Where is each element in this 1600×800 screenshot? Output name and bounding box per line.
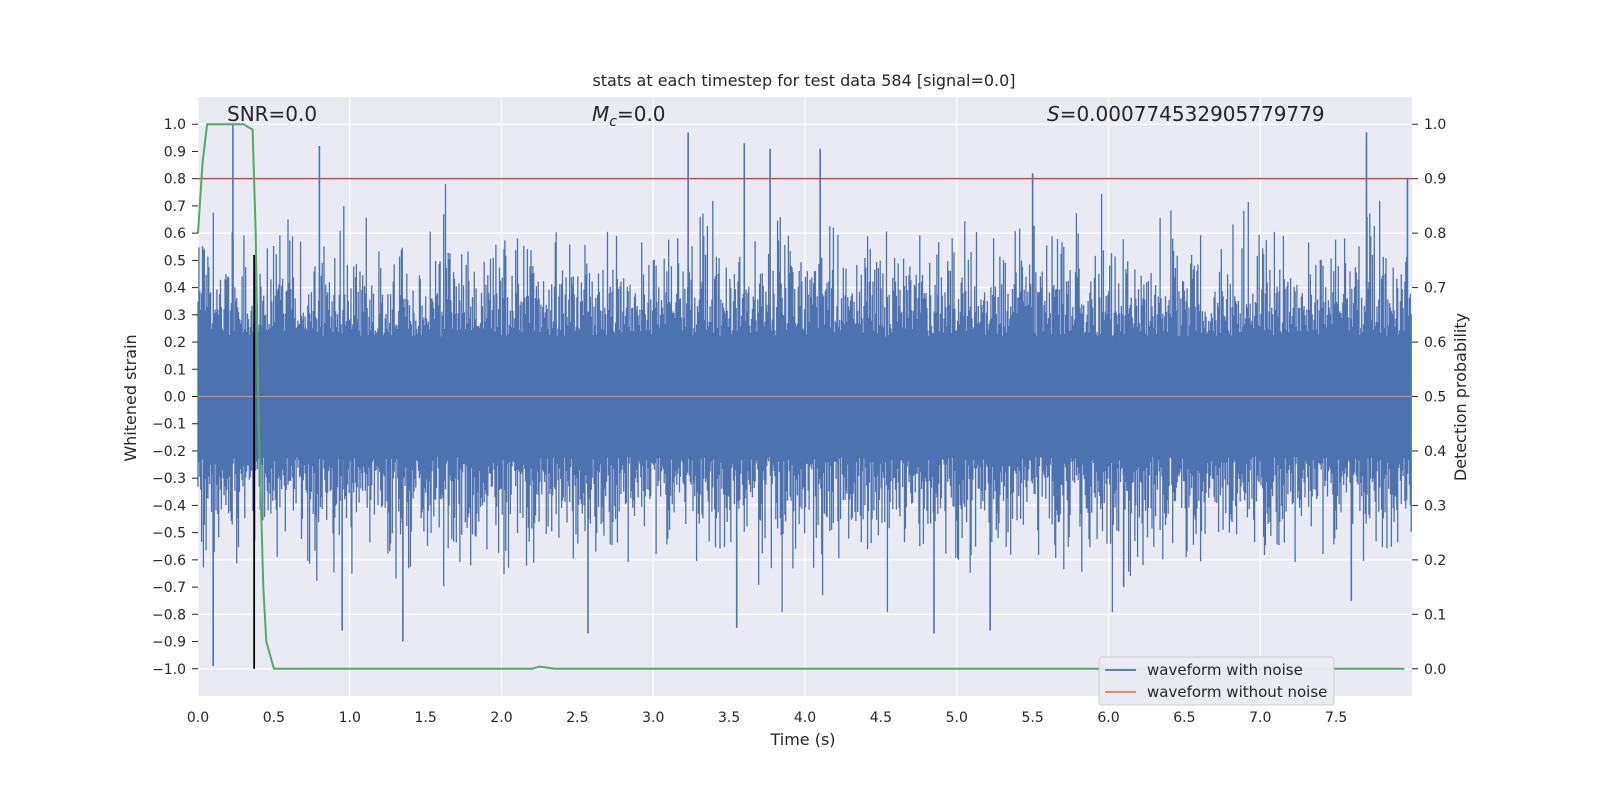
x-tick-label: 4.5 bbox=[870, 710, 892, 726]
score-value: =0.000774532905779779 bbox=[1060, 102, 1325, 126]
y-tick-label: −0.6 bbox=[152, 553, 186, 569]
y-tick-label: 1.0 bbox=[164, 117, 186, 133]
x-tick-label: 3.5 bbox=[718, 710, 740, 726]
right-y-tick-label: 0.5 bbox=[1424, 390, 1446, 406]
x-tick-label: 6.5 bbox=[1173, 710, 1195, 726]
x-tick-label: 7.0 bbox=[1249, 710, 1271, 726]
y-tick-label: 0.2 bbox=[164, 335, 186, 351]
right-y-tick-label: 1.0 bbox=[1424, 117, 1446, 133]
legend-box bbox=[1098, 656, 1335, 706]
snr-annotation: SNR=0.0 bbox=[227, 102, 317, 126]
right-y-tick-label: 0.3 bbox=[1424, 498, 1446, 514]
right-y-tick-label: 0.6 bbox=[1424, 335, 1446, 351]
y-tick-label: 0.9 bbox=[164, 144, 186, 160]
right-y-tick-label: 0.8 bbox=[1424, 226, 1446, 242]
x-tick-label: 5.0 bbox=[946, 710, 968, 726]
y-tick-label: 0.6 bbox=[164, 226, 186, 242]
y-tick-label: 0.1 bbox=[164, 362, 186, 378]
chirp-mass-subscript: c bbox=[609, 114, 617, 130]
y-tick-label: 0.3 bbox=[164, 308, 186, 324]
x-tick-label: 4.0 bbox=[794, 710, 816, 726]
x-tick-label: 7.5 bbox=[1325, 710, 1347, 726]
x-tick-label: 0.5 bbox=[263, 710, 285, 726]
y-tick-label: 0.5 bbox=[164, 253, 186, 269]
x-tick-label: 1.5 bbox=[414, 710, 436, 726]
y-tick-label: −0.8 bbox=[152, 607, 186, 623]
y-tick-label: 0.0 bbox=[164, 390, 186, 406]
right-y-tick-label: 0.7 bbox=[1424, 281, 1446, 297]
legend: waveform with noise waveform without noi… bbox=[1098, 656, 1335, 706]
chirp-mass-annotation: Mc=0.0 bbox=[592, 102, 666, 130]
right-y-tick-label: 0.9 bbox=[1424, 172, 1446, 188]
x-tick-label: 5.5 bbox=[1021, 710, 1043, 726]
chirp-mass-symbol: M bbox=[592, 102, 609, 126]
noise-waveform-series bbox=[197, 124, 1412, 667]
x-axis-ticks: 0.0 0.5 1.0 1.5 2.0 2.5 3.0 3.5 4.0 4.5 5.0 5.5 6.0 6… bbox=[187, 710, 1347, 726]
score-annotation: S=0.000774532905779779 bbox=[1047, 102, 1325, 126]
right-y-tick-label: 0.2 bbox=[1424, 553, 1446, 569]
score-symbol: S bbox=[1047, 102, 1060, 126]
x-tick-label: 3.0 bbox=[642, 710, 664, 726]
y-tick-label: −1.0 bbox=[152, 662, 186, 678]
y-tick-label: −0.7 bbox=[152, 580, 186, 596]
x-tick-label: 2.5 bbox=[566, 710, 588, 726]
x-tick-label: 0.0 bbox=[187, 710, 209, 726]
y-tick-label: −0.9 bbox=[152, 635, 186, 651]
y-axis-ticks: 1.0 0.9 0.8 0.7 0.6 0.5 0.4 0.3 0.2 0.1 0.0 −0.1 −0.… bbox=[152, 117, 198, 678]
x-tick-label: 1.0 bbox=[339, 710, 361, 726]
right-y-tick-label: 0.1 bbox=[1424, 607, 1446, 623]
noise-envelope bbox=[197, 184, 1412, 613]
y-tick-label: −0.4 bbox=[152, 498, 186, 514]
chirp-mass-value: =0.0 bbox=[617, 102, 666, 126]
plot-area: SNR=0.0 Mc=0.0 S=0.000774532905779779 wa… bbox=[197, 97, 1412, 706]
detection-probability-line bbox=[197, 123, 1405, 670]
x-tick-label: 2.0 bbox=[490, 710, 512, 726]
y-tick-label: −0.1 bbox=[152, 417, 186, 433]
right-y-axis-label: Detection probability bbox=[1451, 313, 1470, 481]
right-y-axis-ticks: 1.0 0.9 0.8 0.7 0.6 0.5 0.4 0.3 0.2 0.1 0.0 bbox=[1412, 117, 1446, 678]
y-tick-label: 0.8 bbox=[164, 172, 186, 188]
y-axis-label: Whitened strain bbox=[121, 334, 140, 461]
right-y-tick-label: 0.4 bbox=[1424, 444, 1446, 460]
x-axis-label: Time (s) bbox=[769, 730, 835, 749]
y-tick-label: −0.2 bbox=[152, 444, 186, 460]
y-tick-label: −0.3 bbox=[152, 471, 186, 487]
legend-label-noise: waveform with noise bbox=[1147, 661, 1303, 679]
y-tick-label: −0.5 bbox=[152, 526, 186, 542]
y-tick-label: 0.4 bbox=[164, 281, 186, 297]
chart-title: stats at each timestep for test data 584… bbox=[592, 71, 1015, 90]
x-tick-label: 6.0 bbox=[1097, 710, 1119, 726]
right-y-tick-label: 0.0 bbox=[1424, 662, 1446, 678]
y-tick-label: 0.7 bbox=[164, 199, 186, 215]
legend-label-clean: waveform without noise bbox=[1147, 683, 1327, 701]
